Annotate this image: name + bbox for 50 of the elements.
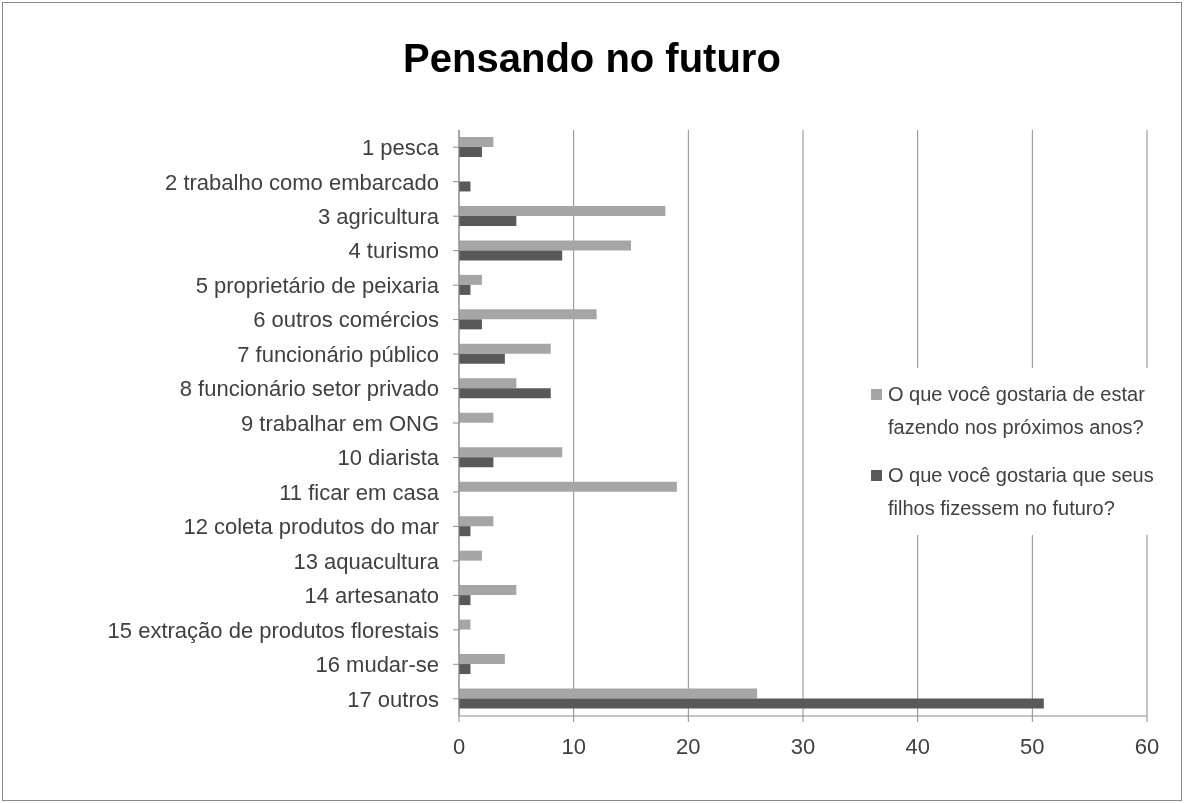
bar xyxy=(459,688,758,699)
y-tick-label: 17 outros xyxy=(347,686,439,712)
y-tick-label: 13 aquacultura xyxy=(293,548,440,574)
bar xyxy=(459,274,482,285)
y-tick-label: 3 agricultura xyxy=(317,203,440,229)
x-tick-label: 60 xyxy=(1134,733,1160,759)
bar xyxy=(459,388,551,399)
bar xyxy=(459,481,677,492)
bar xyxy=(459,378,517,389)
bar xyxy=(459,412,494,423)
bar xyxy=(459,319,482,330)
bar xyxy=(459,516,494,527)
legend-label: O que você gostaria que seus filhos fizessem no futuro? xyxy=(888,463,1155,521)
bar xyxy=(459,654,505,665)
bar xyxy=(459,698,1044,709)
x-tick-label: 40 xyxy=(905,733,930,759)
bar xyxy=(459,457,494,468)
bar xyxy=(459,353,505,364)
bar xyxy=(459,585,517,596)
y-tick-label: 2 trabalho como embarcado xyxy=(165,169,439,195)
bar xyxy=(459,147,482,157)
y-tick-label: 5 proprietário de peixaria xyxy=(195,272,440,298)
y-tick-label: 9 trabalhar em ONG xyxy=(240,410,439,436)
bar xyxy=(459,550,482,561)
y-tick-label: 16 mudar-se xyxy=(315,652,439,678)
bar xyxy=(459,205,666,216)
y-tick-label: 11 ficar em casa xyxy=(279,479,440,505)
bar xyxy=(459,309,597,320)
bar xyxy=(459,343,551,354)
y-tick-label: 15 extração de produtos florestais xyxy=(107,617,439,643)
x-tick-label: 20 xyxy=(676,733,701,759)
y-tick-label: 10 diarista xyxy=(337,445,440,471)
y-tick-label: 1 pesca xyxy=(361,135,440,161)
x-tick-label: 10 xyxy=(561,733,586,759)
y-tick-label: 6 outros comércios xyxy=(253,307,439,333)
legend-label: O que você gostaria de estar fazendo nos próximos anos? xyxy=(888,382,1146,440)
bar xyxy=(459,447,563,458)
bar xyxy=(459,240,631,251)
y-tick-label: 12 coleta produtos do mar xyxy=(183,514,439,540)
x-tick-label: 30 xyxy=(790,733,816,759)
bar xyxy=(459,250,563,261)
x-tick-label: 0 xyxy=(452,733,466,759)
y-tick-label: 4 turismo xyxy=(348,238,439,264)
y-tick-label: 7 funcionário público xyxy=(237,341,439,367)
y-tick-label: 8 funcionário setor privado xyxy=(179,376,439,402)
bar xyxy=(459,137,494,147)
chart-title: Pensando no futuro xyxy=(402,36,782,81)
bar xyxy=(459,215,517,226)
y-tick-label: 14 artesanato xyxy=(304,583,439,609)
x-tick-label: 50 xyxy=(1020,733,1045,759)
